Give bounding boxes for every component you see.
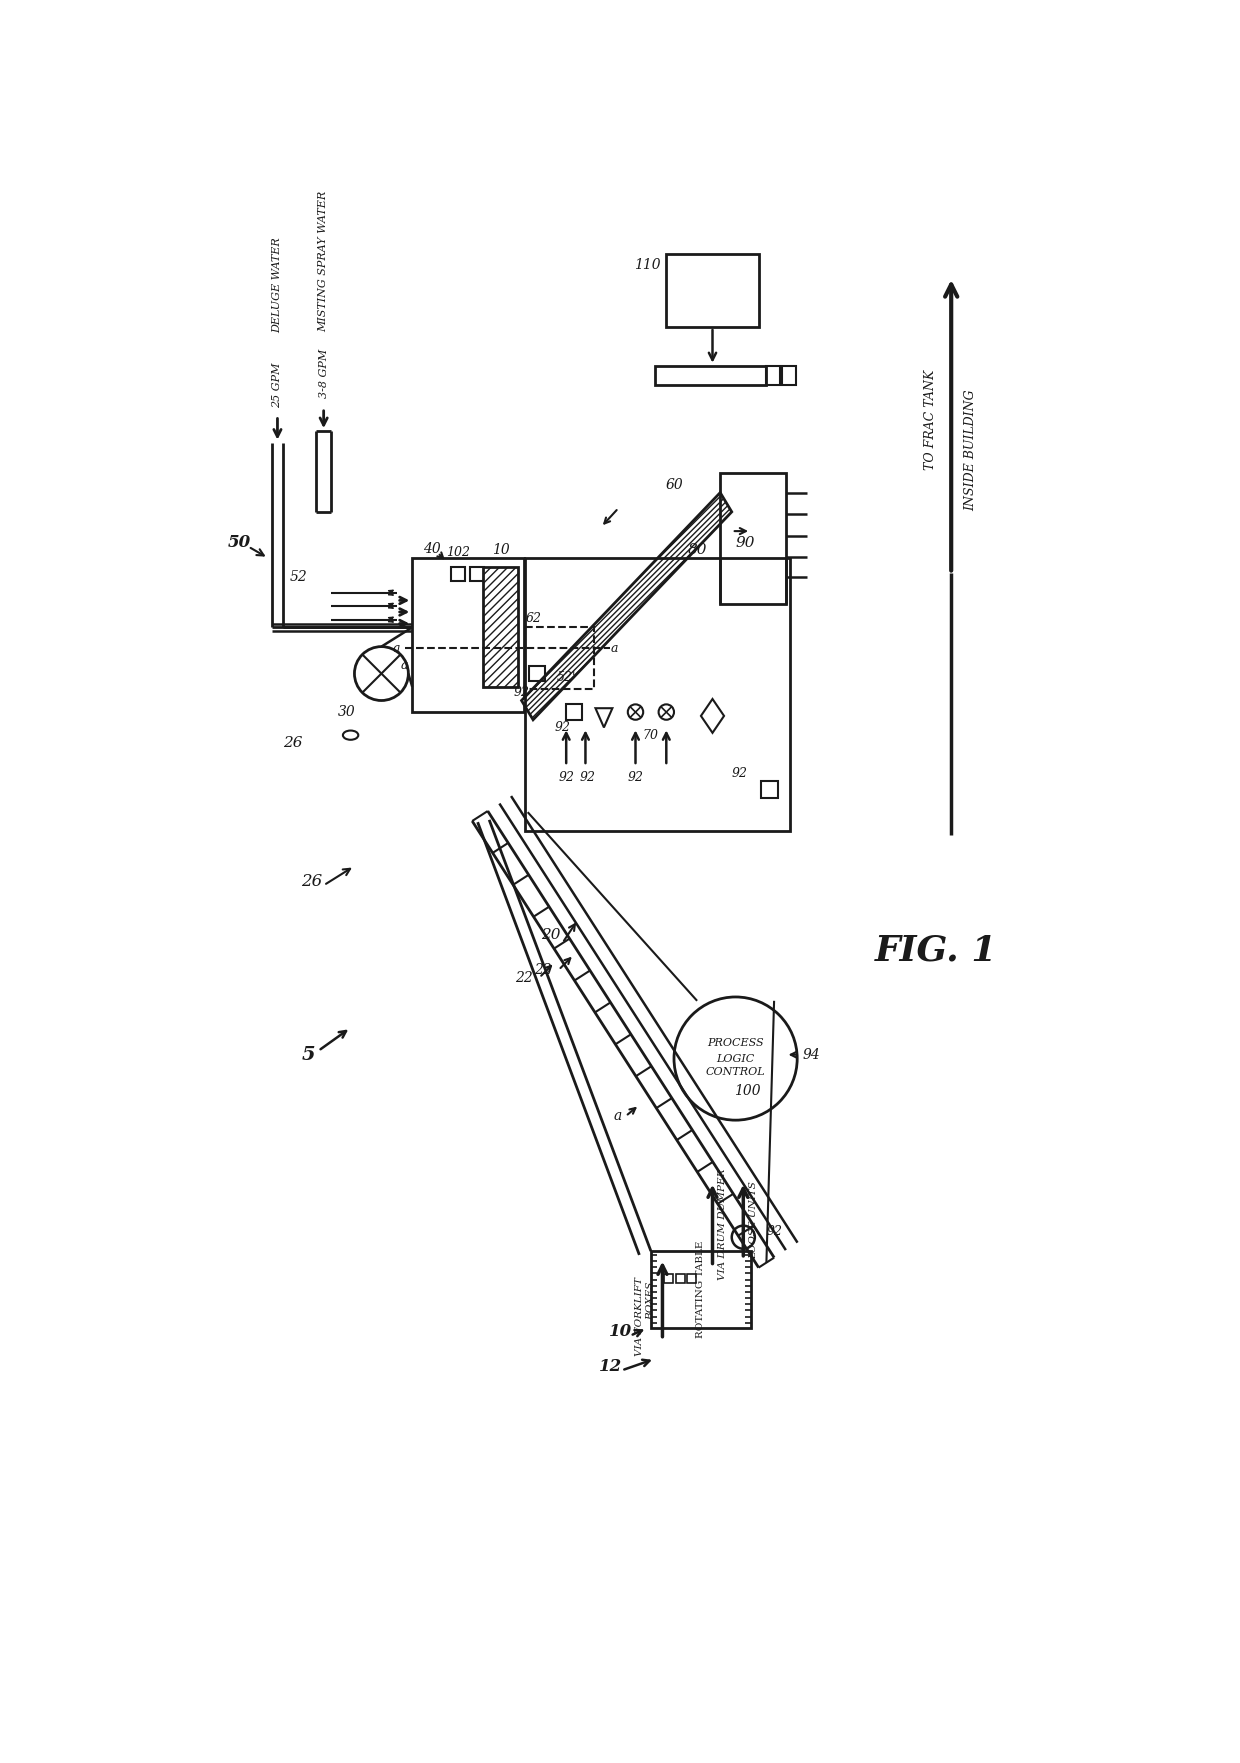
Text: 52': 52' bbox=[557, 672, 575, 684]
Text: a: a bbox=[401, 659, 408, 672]
Text: 30: 30 bbox=[337, 705, 356, 719]
Text: a: a bbox=[393, 642, 401, 654]
Text: 92: 92 bbox=[554, 721, 570, 733]
Bar bbox=[676, 1275, 684, 1283]
Text: 10: 10 bbox=[609, 1324, 631, 1340]
Text: 40: 40 bbox=[423, 541, 440, 555]
Bar bbox=[484, 568, 517, 686]
Text: CONTROL: CONTROL bbox=[706, 1067, 765, 1077]
Bar bbox=[663, 1275, 673, 1283]
Text: FIG. 1: FIG. 1 bbox=[874, 934, 997, 968]
Text: 100: 100 bbox=[734, 1084, 760, 1098]
Text: 26: 26 bbox=[301, 873, 322, 890]
Text: 92: 92 bbox=[513, 686, 529, 700]
Text: BOXES: BOXES bbox=[646, 1282, 656, 1320]
Text: 3-8 GPM: 3-8 GPM bbox=[319, 349, 329, 398]
Text: TO FRAC TANK: TO FRAC TANK bbox=[924, 368, 937, 469]
Text: 60: 60 bbox=[665, 478, 683, 492]
Text: LOOSE UNITS: LOOSE UNITS bbox=[749, 1181, 758, 1259]
Text: VIA DRUM DUMPER: VIA DRUM DUMPER bbox=[718, 1169, 727, 1280]
Text: PROCESS: PROCESS bbox=[707, 1038, 764, 1049]
Bar bbox=[529, 666, 544, 681]
Bar bbox=[567, 705, 582, 719]
Text: 20: 20 bbox=[541, 929, 560, 943]
Polygon shape bbox=[522, 492, 732, 719]
Text: 25 GPM: 25 GPM bbox=[273, 361, 283, 407]
Text: 90: 90 bbox=[735, 536, 755, 550]
Bar bbox=[687, 1275, 697, 1283]
Text: ROTATING TABLE: ROTATING TABLE bbox=[697, 1241, 706, 1338]
Text: 110: 110 bbox=[634, 259, 661, 273]
Text: 62: 62 bbox=[526, 612, 542, 624]
Bar bbox=[525, 628, 594, 689]
Bar bbox=[470, 568, 484, 582]
Text: LOGIC: LOGIC bbox=[717, 1054, 755, 1063]
Bar bbox=[766, 365, 780, 384]
Text: 80: 80 bbox=[687, 543, 707, 557]
Text: 22: 22 bbox=[534, 963, 552, 977]
Bar bbox=[781, 365, 796, 384]
Text: 92: 92 bbox=[558, 770, 574, 785]
Text: 26: 26 bbox=[283, 735, 303, 749]
Text: a: a bbox=[610, 642, 618, 654]
Bar bbox=[761, 781, 777, 799]
Bar bbox=[655, 365, 766, 384]
Bar bbox=[720, 472, 786, 605]
Bar bbox=[412, 559, 523, 712]
Text: 5: 5 bbox=[301, 1045, 315, 1063]
Bar bbox=[666, 254, 759, 328]
Text: 22: 22 bbox=[515, 971, 533, 986]
Text: VIA FORKLIFT: VIA FORKLIFT bbox=[635, 1276, 644, 1356]
Text: 92: 92 bbox=[766, 1225, 782, 1238]
Text: 92: 92 bbox=[627, 770, 644, 785]
Text: 10: 10 bbox=[492, 543, 510, 557]
Text: 70: 70 bbox=[642, 728, 658, 742]
Text: 50: 50 bbox=[227, 534, 250, 552]
Text: MISTING SPRAY WATER: MISTING SPRAY WATER bbox=[319, 190, 329, 331]
Bar bbox=[450, 568, 465, 582]
Text: 92: 92 bbox=[732, 767, 748, 781]
Bar bbox=[525, 559, 790, 832]
Text: a: a bbox=[614, 1109, 622, 1123]
Text: 94: 94 bbox=[802, 1047, 820, 1061]
Bar bbox=[651, 1252, 751, 1328]
Text: 52: 52 bbox=[290, 569, 308, 584]
Text: 12: 12 bbox=[599, 1358, 622, 1375]
Text: 102: 102 bbox=[446, 547, 470, 559]
Text: 92: 92 bbox=[580, 770, 595, 785]
Text: DELUGE WATER: DELUGE WATER bbox=[273, 236, 283, 333]
Text: INSIDE BUILDING: INSIDE BUILDING bbox=[963, 390, 977, 511]
